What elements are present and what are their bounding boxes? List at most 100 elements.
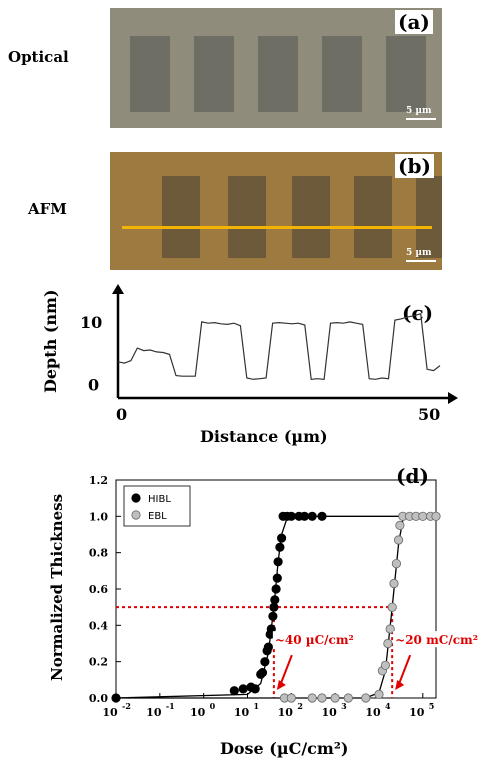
annotation-bg <box>393 631 490 648</box>
panel-tag-d-bg <box>393 462 437 488</box>
data-point-ebl <box>418 511 428 521</box>
annotation-arrowhead <box>395 680 405 690</box>
legend-marker <box>131 493 141 503</box>
x-axis-title: Dose (µC/cm²) <box>220 739 348 758</box>
x-tick-label: 10 <box>278 706 294 719</box>
annotation-arrowhead <box>276 680 286 690</box>
x-tick-exponent: 2 <box>297 701 303 711</box>
dose-annotation-hibl: ~40 µC/cm² <box>275 633 354 647</box>
scale-bar <box>406 118 436 120</box>
data-point-hibl <box>307 511 317 521</box>
optical-image: 5 µm <box>110 8 442 128</box>
data-point-hibl <box>250 684 260 694</box>
data-point-ebl <box>393 535 404 545</box>
data-point-ebl <box>387 602 397 612</box>
x-tick-exponent: 1 <box>253 701 259 711</box>
data-point-ebl <box>317 693 327 703</box>
data-point-ebl <box>385 624 395 634</box>
afm-image: 5 µm <box>110 152 442 270</box>
x-axis-title: Distance (µm) <box>200 427 328 446</box>
x-tick-label: 10 <box>365 706 381 719</box>
y-tick-label: 1.2 <box>89 474 108 487</box>
data-point-ebl <box>431 511 441 521</box>
x-tick-exponent: 4 <box>385 701 391 711</box>
data-point-ebl <box>389 578 399 589</box>
x-tick-label: 10 <box>409 706 425 719</box>
scale-bar-label: 5 µm <box>406 106 432 116</box>
legend-marker <box>131 510 141 520</box>
x-tick-exponent: -1 <box>166 701 175 711</box>
optical-square <box>322 36 362 112</box>
data-point-ebl <box>383 638 393 649</box>
scale-bar-label: 5 µm <box>406 248 432 258</box>
optical-square <box>130 36 170 112</box>
x-tick-label: 10 <box>321 706 337 719</box>
y-tick-label: 0.6 <box>89 583 108 596</box>
y-axis-title: Normalized Thickness <box>48 494 66 681</box>
x-tick-exponent: 0 <box>210 701 216 711</box>
data-point-ebl <box>286 693 296 703</box>
optical-label: Optical <box>8 48 69 66</box>
optical-square <box>194 36 234 112</box>
panel-tag-b: (b) <box>395 154 434 178</box>
y-tick-label: 1.0 <box>89 510 108 523</box>
data-point-hibl <box>260 657 270 667</box>
x-tick-exponent: -2 <box>122 701 131 711</box>
annotation-bg <box>272 631 367 648</box>
x-tick-label: 10 <box>102 706 118 719</box>
data-point-ebl <box>380 660 390 670</box>
data-point-hibl <box>272 573 282 583</box>
data-point-hibl <box>317 511 327 521</box>
depth-profile-chart: (c) 0 50 0 10 Distance (µm) Depth (nm) <box>41 284 458 446</box>
data-point-hibl <box>257 668 268 678</box>
y-tick-label: 0.8 <box>89 547 108 560</box>
x-tick-label: 10 <box>190 706 206 719</box>
data-point-ebl <box>330 693 340 703</box>
data-point-hibl <box>299 511 310 521</box>
dose-annotation-ebl: ~20 mC/cm² <box>395 633 478 647</box>
depth-profile-line <box>117 313 441 380</box>
y-tick-label: 0.0 <box>89 692 108 705</box>
y-tick-label: 0.4 <box>89 619 108 632</box>
panel-tag-d: (d) <box>396 464 429 488</box>
data-point-hibl <box>271 584 281 594</box>
annotation-arrow <box>278 654 293 687</box>
afm-label: AFM <box>28 200 67 218</box>
data-point-hibl <box>266 624 276 634</box>
afm-square <box>162 176 200 258</box>
data-point-ebl <box>361 693 371 703</box>
y-tick-label: 0 <box>88 376 99 395</box>
data-point-hibl <box>111 693 121 703</box>
afm-square <box>292 176 330 258</box>
optical-square <box>258 36 298 112</box>
data-point-hibl <box>238 684 248 694</box>
x-tick-label: 10 <box>234 706 250 719</box>
afm-square <box>228 176 266 258</box>
panel-tag-c: (c) <box>402 301 433 325</box>
data-point-hibl <box>273 557 283 567</box>
data-point-hibl <box>270 595 280 605</box>
data-point-ebl <box>391 559 401 569</box>
x-tick-label: 0 <box>116 405 127 424</box>
data-point-ebl <box>395 520 405 531</box>
legend-label: EBL <box>148 511 167 522</box>
data-point-ebl <box>374 689 384 699</box>
afm-square <box>416 176 442 258</box>
data-point-ebl <box>343 693 353 703</box>
x-tick-exponent: 3 <box>341 701 347 711</box>
dose-thickness-chart: (d) 0.00.20.40.60.81.01.210 -2 10 -1 10 0 10 1 1… <box>48 462 490 758</box>
legend-label: HIBL <box>148 494 171 505</box>
x-tick-label: 50 <box>418 405 440 424</box>
y-tick-label: 10 <box>80 313 102 332</box>
data-point-hibl <box>229 686 239 696</box>
data-point-hibl <box>276 533 287 543</box>
scale-bar <box>406 260 436 262</box>
data-point-hibl <box>286 511 296 521</box>
data-point-hibl <box>268 611 278 621</box>
x-axis-arrow <box>448 392 458 404</box>
y-axis-arrow <box>112 284 124 294</box>
afm-square <box>354 176 392 258</box>
afm-line-profile <box>122 226 432 229</box>
y-axis-title: Depth (nm) <box>41 289 60 393</box>
data-point-ebl <box>307 693 317 703</box>
